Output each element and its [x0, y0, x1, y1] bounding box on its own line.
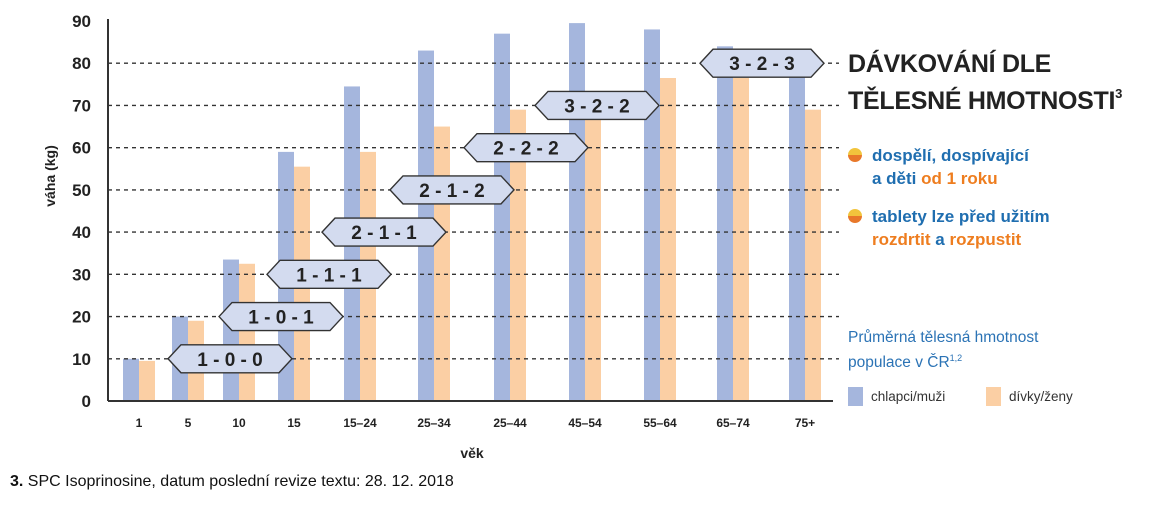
title-line-1: DÁVKOVÁNÍ DLE [848, 50, 1052, 78]
bar-female-10 [239, 263, 255, 401]
bar-male-65–74 [717, 46, 733, 401]
note-tablets-line-1: tablety lze před užitím [872, 207, 1050, 226]
bar-female-25–44 [510, 109, 526, 402]
bar-male-25–44 [494, 33, 510, 402]
title-line-2: TĚLESNÉ HMOTNOSTI [848, 87, 1116, 115]
y-tick-label-0: 0 [82, 392, 91, 411]
dose-box-80 [699, 48, 825, 78]
y-tick-label-60: 60 [72, 139, 91, 158]
y-tick-label-10: 10 [72, 350, 91, 369]
bar-male-45–54 [569, 23, 585, 401]
legend-item-female: dívky/ženy [986, 386, 1073, 406]
dose-box-10 [167, 344, 293, 374]
note-tablets: tablety lze před užitím rozdrtit a rozpu… [848, 205, 1128, 251]
bar-female-25–34 [434, 126, 450, 402]
y-tick-label-40: 40 [72, 223, 91, 242]
legend-swatch-female [986, 386, 1001, 406]
note-age-line-1: dospělí, dospívající [872, 146, 1029, 165]
dose-label-60: 2 - 2 - 2 [493, 139, 558, 160]
legend-title-line-1: Průměrná tělesná hmotnost [848, 329, 1039, 346]
x-tick-label-25–44: 25–44 [493, 416, 527, 430]
legend-title-line-2: populace v ČR [848, 354, 950, 372]
y-tick-label-80: 80 [72, 54, 91, 73]
dose-label-10: 1 - 0 - 0 [197, 350, 262, 371]
legend-label-female: dívky/ženy [1009, 388, 1073, 404]
dose-label-80: 3 - 2 - 3 [729, 54, 794, 75]
bar-female-55–64 [660, 78, 676, 401]
y-axis-title: váha (kg) [42, 145, 58, 206]
dose-label-40: 2 - 1 - 1 [351, 223, 417, 244]
dose-box-40 [321, 217, 447, 247]
dose-box-30 [266, 259, 392, 290]
bar-female-75+ [805, 109, 821, 402]
note-tablets-crush: rozdrtit [872, 230, 931, 249]
legend-title: Průměrná tělesná hmotnost populace v ČR1… [848, 328, 1038, 373]
x-tick-label-45–54: 45–54 [568, 416, 602, 430]
x-tick-label-25–34: 25–34 [417, 416, 451, 430]
legend-swatch-male [848, 386, 863, 406]
footnote-number: 3. [10, 473, 24, 490]
y-tick-label-50: 50 [72, 181, 91, 200]
dose-label-70: 3 - 2 - 2 [564, 96, 629, 117]
bar-female-65–74 [733, 78, 749, 401]
y-tick-label-70: 70 [72, 96, 91, 115]
x-tick-label-10: 10 [232, 416, 246, 430]
y-tick-label-20: 20 [72, 308, 91, 327]
footnote-text: SPC Isoprinosine, datum poslední revize … [23, 473, 454, 490]
legend-title-superscript: 1,2 [949, 353, 963, 363]
bullet-icon [848, 148, 862, 162]
dose-box-70 [534, 90, 660, 121]
y-tick-label-90: 90 [72, 12, 91, 31]
x-tick-label-5: 5 [185, 416, 192, 430]
x-tick-label-55–64: 55–64 [643, 416, 677, 430]
x-axis-title: věk [460, 445, 484, 461]
bar-male-55–64 [644, 29, 660, 401]
x-tick-label-65–74: 65–74 [716, 416, 750, 430]
bar-male-1 [123, 358, 139, 401]
dose-box-20 [218, 301, 344, 332]
chart: 0 10 20 30 40 50 60 70 80 90 1 5 10 15 15–24 25–34 25–44… [42, 12, 839, 461]
x-tick-label-75+: 75+ [795, 416, 815, 430]
y-tick-label-30: 30 [72, 265, 91, 284]
bar-female-1 [139, 360, 155, 401]
note-tablets-and: a [930, 230, 950, 249]
title-superscript: 3 [1115, 86, 1123, 101]
bar-male-75+ [789, 67, 805, 401]
x-tick-label-15: 15 [287, 416, 301, 430]
x-tick-label-1: 1 [136, 416, 143, 430]
note-age-line-2a: a děti [872, 169, 922, 188]
x-tick-label-15–24: 15–24 [343, 416, 377, 430]
legend-item-male: chlapci/muži [848, 386, 945, 406]
bar-female-45–54 [585, 118, 601, 401]
legend-label-male: chlapci/muži [871, 388, 946, 404]
note-age-line-2b: od 1 roku [921, 169, 998, 188]
dose-label-30: 1 - 1 - 1 [296, 265, 362, 286]
note-age: dospělí, dospívající a děti od 1 roku [848, 144, 1128, 190]
dose-box-60 [463, 132, 589, 163]
dose-label-20: 1 - 0 - 1 [248, 308, 314, 329]
footnote: 3. SPC Isoprinosine, datum poslední revi… [10, 473, 454, 491]
bullet-icon [848, 209, 862, 223]
dose-label-50: 2 - 1 - 2 [419, 181, 484, 202]
chart-title: DÁVKOVÁNÍ DLE TĚLESNÉ HMOTNOSTI3 [848, 50, 1122, 116]
note-tablets-dissolve: rozpustit [949, 230, 1022, 249]
dose-box-50 [389, 175, 515, 205]
